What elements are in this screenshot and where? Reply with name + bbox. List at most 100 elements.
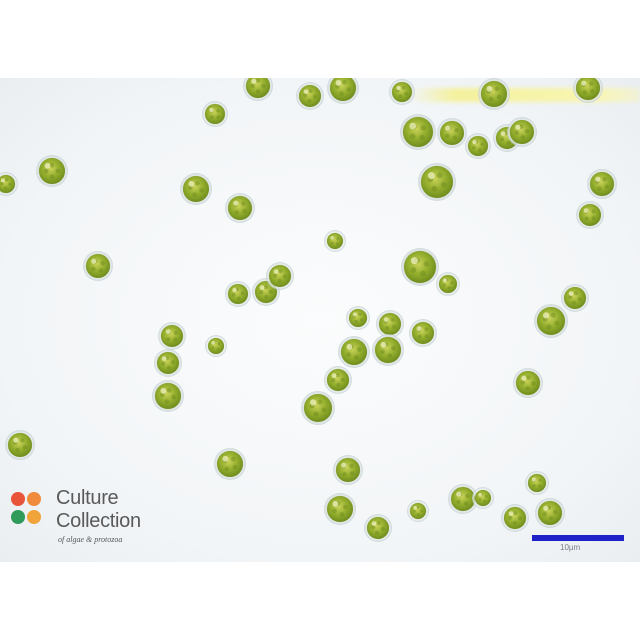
cell-granule [590, 89, 595, 94]
algal-cell [438, 274, 458, 294]
cell-granule [342, 471, 347, 477]
algal-cell [589, 171, 615, 197]
cell-granule [496, 94, 502, 100]
cell-granule [546, 324, 552, 330]
cell-highlight [352, 312, 357, 317]
logo-text-culture: Culture [56, 487, 119, 509]
cell-granule [332, 508, 337, 514]
algal-cell [303, 393, 333, 423]
cell-granule [278, 269, 283, 274]
cell-granule [423, 261, 430, 267]
cell-granule [340, 377, 345, 382]
cell-granule [526, 375, 531, 380]
cell-highlight [160, 387, 167, 394]
cell-highlight [478, 493, 483, 497]
algal-cell [509, 119, 535, 145]
cell-granule [199, 188, 204, 193]
cell-granule [420, 270, 426, 277]
cell-granule [170, 360, 175, 365]
cell-granule [161, 361, 166, 366]
cell-highlight [44, 162, 51, 169]
algal-cell [450, 486, 476, 512]
cell-highlight [568, 291, 574, 296]
cell-granule [478, 148, 482, 152]
cell-granule [166, 388, 172, 393]
cell-granule [43, 168, 49, 174]
cell-granule [445, 133, 450, 138]
cell-granule [166, 337, 171, 342]
cell-granule [488, 96, 494, 102]
cell-granule [416, 513, 420, 516]
micrograph [0, 78, 640, 562]
cell-highlight [396, 85, 401, 91]
cell-granule [339, 512, 345, 517]
cell-highlight [335, 79, 342, 86]
cell-granule [483, 499, 486, 503]
cell-granule [303, 93, 308, 98]
algal-cell [578, 203, 602, 227]
cell-highlight [303, 89, 309, 94]
cell-granule [597, 186, 602, 191]
algae-cells [0, 78, 617, 542]
cell-granule [517, 516, 522, 521]
logo-dot-red [11, 492, 25, 506]
cell-granule [591, 216, 596, 221]
algal-cell [298, 84, 322, 108]
cell-granule [452, 135, 457, 140]
logo-dot-orange [27, 492, 41, 506]
cell-granule [371, 525, 376, 530]
algal-cell [227, 195, 253, 221]
cell-granule [343, 504, 348, 510]
cell-granule [171, 394, 176, 400]
algal-cell [515, 370, 541, 396]
cell-granule [277, 278, 282, 283]
cell-highlight [472, 139, 477, 145]
cell-granule [98, 268, 104, 273]
cell-granule [55, 168, 61, 174]
cell-granule [242, 209, 247, 214]
algal-cell [366, 516, 390, 540]
cell-granule [342, 80, 347, 85]
cell-granule [358, 312, 362, 316]
algal-cell [503, 506, 527, 530]
cell-granule [531, 381, 536, 386]
algal-cell [480, 80, 508, 108]
cell-granule [424, 327, 429, 332]
algal-cell [340, 338, 368, 366]
cell-granule [478, 498, 482, 501]
cell-highlight [332, 500, 339, 507]
logo-tagline: of algae & protozoa [58, 535, 123, 544]
cell-highlight [427, 172, 435, 180]
cell-highlight [445, 125, 451, 131]
cell-highlight [508, 511, 514, 516]
cell-granule [380, 526, 385, 531]
algal-cell [207, 337, 225, 355]
cell-granule [195, 181, 200, 186]
cell-granule [160, 392, 165, 398]
cell-granule [387, 353, 393, 358]
cell-granule [525, 129, 530, 134]
logo-dot-green [11, 510, 25, 524]
cell-granule [602, 177, 607, 182]
algal-cell [160, 324, 184, 348]
cell-highlight [331, 373, 337, 378]
cell-granule [420, 125, 426, 131]
cell-granule [232, 464, 238, 470]
cell-granule [282, 274, 287, 279]
cell-granule [240, 291, 245, 295]
algal-cell [326, 495, 354, 523]
algal-cell [439, 120, 465, 146]
cell-granule [273, 273, 278, 278]
cell-granule [166, 365, 171, 370]
cell-granule [308, 89, 313, 94]
cell-granule [49, 162, 55, 168]
cell-granule [264, 294, 269, 299]
cell-highlight [273, 269, 279, 274]
cell-granule [463, 501, 469, 506]
cell-granule [216, 109, 220, 113]
cell-granule [417, 334, 422, 339]
cell-granule [500, 137, 505, 142]
cell-highlight [410, 257, 418, 265]
cell-granule [335, 242, 339, 246]
cell-highlight [211, 341, 215, 345]
